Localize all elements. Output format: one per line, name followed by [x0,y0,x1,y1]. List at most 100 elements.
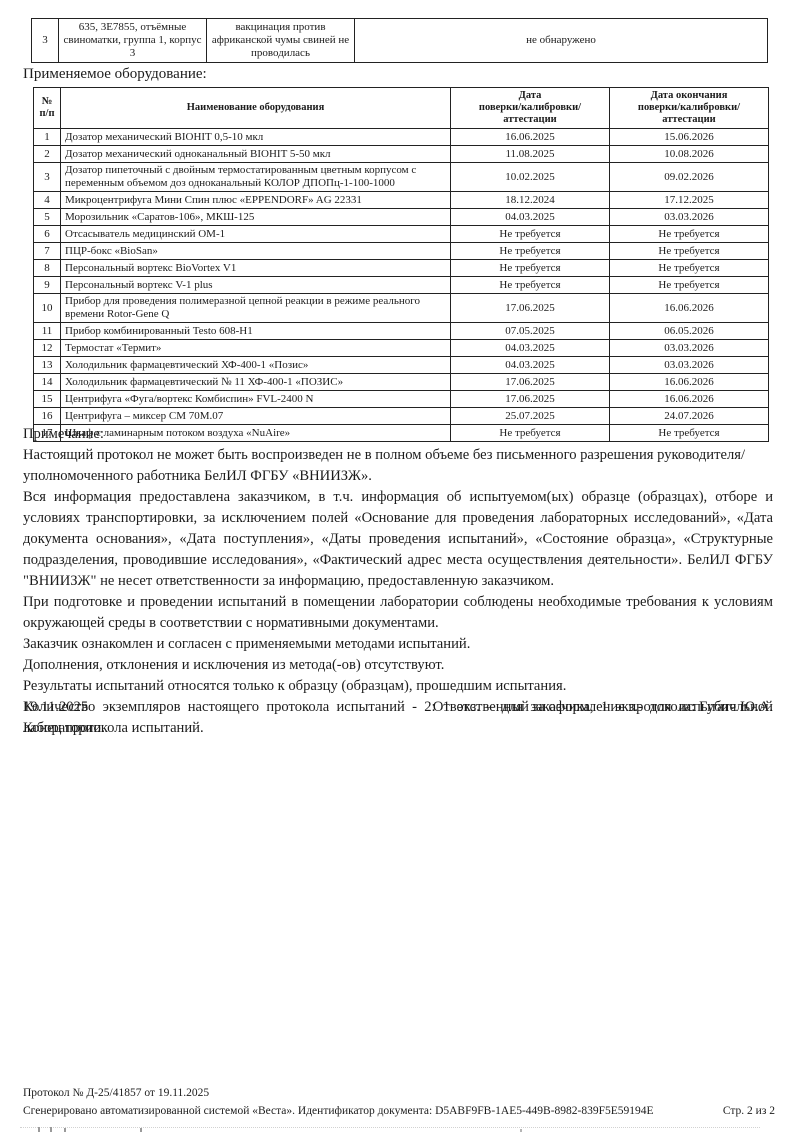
equipment-date-end: 03.03.2026 [609,208,769,226]
equipment-date: 04.03.2025 [450,356,610,374]
equipment-row-number: 15 [33,390,61,408]
end-of-protocol-line: Конец протокола испытаний. [23,720,204,736]
equipment-name: Дозатор механический одноканальный BIOHI… [60,145,451,163]
results-sample-cell: 635, 3Е7855, отъёмные свиноматки, группа… [58,18,207,63]
equipment-row: 10 Прибор для проведения полимеразной цеп… [33,293,769,323]
equipment-date: 25.07.2025 [450,407,610,425]
equipment-row-number: 11 [33,322,61,340]
equipment-date: 17.06.2025 [450,390,610,408]
equipment-row: 14 Холодильник фармацевтический № 11 ХФ-4… [33,373,769,391]
protocol-date: 19.11.2025 [23,699,89,715]
equipment-row-number: 10 [33,293,61,323]
header-date-line1: Дата [518,90,542,101]
equipment-row-number: 3 [33,162,61,192]
footer-generated-by: Сгенерировано автоматизированной системо… [23,1105,654,1117]
equipment-row: 2 Дозатор механический одноканальный BIOH… [33,145,769,163]
scan-artifact [20,1126,780,1132]
header-date-end-line2: поверки/калибровки/аттестации [637,102,741,125]
note-paragraph: Настоящий протокол не может быть воспрои… [23,447,746,484]
equipment-header-name: Наименование оборудования [60,87,451,129]
results-table: 3 635, 3Е7855, отъёмные свиноматки, груп… [31,18,768,63]
equipment-row: 8 Персональный вортекс BioVortex V1 Не тре… [33,259,769,277]
equipment-row: 17 Шкаф с ламинарным потоком воздуха «NuA… [33,424,769,442]
equipment-header-date-end: Дата окончания поверки/калибровки/аттест… [609,87,769,129]
note-paragraph: Результаты испытаний относятся только к … [23,678,567,694]
equipment-row: 12 Термостат «Термит» 04.03.2025 03.03.2026 [33,339,769,357]
equipment-date: Не требуется [450,276,610,294]
equipment-name: Шкаф с ламинарным потоком воздуха «NuAir… [60,424,451,442]
equipment-date-end: 15.06.2026 [609,128,769,146]
equipment-name: ПЦР-бокс «BioSan» [60,242,451,260]
notes-title: Примечание: [23,426,104,442]
equipment-date-end: Не требуется [609,424,769,442]
equipment-date-end: Не требуется [609,259,769,277]
footer-page-number: Стр. 2 из 2 [722,1105,775,1117]
equipment-name: Морозильник «Саратов-106», МКШ-125 [60,208,451,226]
note-paragraph: При подготовке и проведении испытаний в … [23,594,773,631]
equipment-name: Микроцентрифуга Мини Спин плюс «EPPENDOR… [60,191,451,209]
equipment-name: Персональный вортекс BioVortex V1 [60,259,451,277]
equipment-date-end: 06.05.2026 [609,322,769,340]
footer-protocol-number: Протокол № Д-25/41857 от 19.11.2025 [23,1087,210,1099]
equipment-date: Не требуется [450,424,610,442]
notes-section: Примечание: Настоящий протокол не может … [23,424,773,739]
equipment-date: 04.03.2025 [450,208,610,226]
responsible-person: Ответственный за оформление протокола: Г… [432,699,773,715]
equipment-date: 18.12.2024 [450,191,610,209]
equipment-row: 9 Персональный вортекс V-1 plus Не требует… [33,276,769,294]
note-paragraph: Заказчик ознакомлен и согласен с применя… [23,636,471,652]
note-paragraph: Дополнения, отклонения и исключения из м… [23,657,445,673]
equipment-date-end: 09.02.2026 [609,162,769,192]
equipment-date: Не требуется [450,242,610,260]
equipment-date-end: 16.06.2026 [609,390,769,408]
equipment-row-number: 8 [33,259,61,277]
equipment-date: Не требуется [450,225,610,243]
equipment-table: № п/п Наименование оборудования Дата пов… [33,87,769,442]
equipment-name: Отсасыватель медицинский ОМ-1 [60,225,451,243]
header-date-end-line1: Дата окончания [650,90,728,101]
equipment-name: Персональный вортекс V-1 plus [60,276,451,294]
equipment-row-number: 2 [33,145,61,163]
equipment-name: Центрифуга «Фуга/вортекс Комбиспин» FVL-… [60,390,451,408]
equipment-name: Холодильник фармацевтический ХФ-400-1 «П… [60,356,451,374]
equipment-date-end: 03.03.2026 [609,339,769,357]
equipment-header-date: Дата поверки/калибровки/аттестации [450,87,610,129]
equipment-name: Термостат «Термит» [60,339,451,357]
equipment-row-number: 4 [33,191,61,209]
note-paragraph: Количество экземпляров настоящего проток… [23,699,773,736]
equipment-row: 6 Отсасыватель медицинский ОМ-1 Не требует… [33,225,769,243]
equipment-row: 4 Микроцентрифуга Мини Спин плюс «EPPENDO… [33,191,769,209]
equipment-date: 17.06.2025 [450,293,610,323]
equipment-row-number: 12 [33,339,61,357]
equipment-row: 15 Центрифуга «Фуга/вортекс Комбиспин» FV… [33,390,769,408]
equipment-row-number: 16 [33,407,61,425]
equipment-date-end: 24.07.2026 [609,407,769,425]
results-result-cell: не обнаружено [354,18,768,63]
equipment-row: 7 ПЦР-бокс «BioSan» Не требуется Не требует… [33,242,769,260]
equipment-row-number: 5 [33,208,61,226]
equipment-date-end: 03.03.2026 [609,356,769,374]
equipment-date-end: Не требуется [609,225,769,243]
equipment-date-end: 16.06.2026 [609,373,769,391]
equipment-name: Холодильник фармацевтический № 11 ХФ-400… [60,373,451,391]
equipment-row: 3 Дозатор пипеточный с двойным термостати… [33,162,769,192]
note-paragraph: Вся информация предоставлена заказчиком,… [23,489,773,589]
equipment-name: Прибор для проведения полимеразной цепно… [60,293,451,323]
equipment-name: Прибор комбинированный Testo 608-H1 [60,322,451,340]
equipment-section-title: Применяемое оборудование: [23,66,207,82]
equipment-row-number: 17 [33,424,61,442]
equipment-row-number: 13 [33,356,61,374]
equipment-date-end: 17.12.2025 [609,191,769,209]
page-footer: Протокол № Д-25/41857 от 19.11.2025 Сген… [23,1086,775,1118]
equipment-date: 10.02.2025 [450,162,610,192]
results-vaccination-cell: вакцинация против африканской чумы свине… [206,18,355,63]
equipment-name: Центрифуга – миксер СМ 70М.07 [60,407,451,425]
equipment-row: 16 Центрифуга – миксер СМ 70М.07 25.07.202… [33,407,769,425]
equipment-row: 13 Холодильник фармацевтический ХФ-400-1 … [33,356,769,374]
equipment-date-end: 10.08.2026 [609,145,769,163]
equipment-row-number: 14 [33,373,61,391]
results-row: 3 635, 3Е7855, отъёмные свиноматки, груп… [31,18,768,63]
header-number-line1: № [41,96,53,107]
equipment-date: 11.08.2025 [450,145,610,163]
equipment-date-end: Не требуется [609,242,769,260]
